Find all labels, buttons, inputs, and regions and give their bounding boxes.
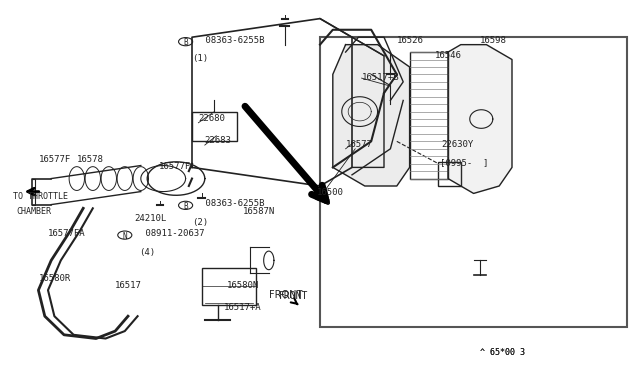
Text: 16577FA: 16577FA	[48, 229, 86, 238]
Text: 08363-6255B: 08363-6255B	[200, 36, 265, 45]
Text: B: B	[183, 202, 188, 211]
Text: TO THROTTLE: TO THROTTLE	[13, 192, 68, 201]
Text: 16580R: 16580R	[38, 274, 70, 283]
Text: FRONT: FRONT	[278, 291, 308, 301]
Text: 16517+A: 16517+A	[224, 304, 262, 312]
Text: 08911-20637: 08911-20637	[140, 229, 204, 238]
Text: 16577: 16577	[346, 140, 372, 149]
Text: FRONT: FRONT	[269, 289, 302, 304]
Polygon shape	[448, 45, 512, 193]
Text: [0995-  ]: [0995- ]	[440, 158, 489, 167]
Text: 16577F: 16577F	[159, 162, 191, 171]
Bar	[320, 37, 627, 327]
Bar	[192, 112, 237, 141]
Text: ^ 65*00 3: ^ 65*00 3	[480, 348, 525, 357]
Bar	[202, 268, 256, 305]
Text: CHAMBER: CHAMBER	[16, 207, 51, 216]
Bar	[410, 52, 448, 179]
Text: B: B	[183, 38, 188, 47]
Text: (4): (4)	[140, 248, 156, 257]
Text: 16517+B: 16517+B	[362, 73, 399, 82]
Text: 24210L: 24210L	[134, 214, 166, 223]
Text: (2): (2)	[192, 218, 208, 227]
Text: 16578: 16578	[77, 155, 104, 164]
Text: N: N	[122, 232, 127, 241]
Text: 16517: 16517	[115, 281, 142, 290]
Polygon shape	[333, 45, 410, 186]
Bar	[438, 162, 461, 186]
Text: 16526: 16526	[397, 36, 424, 45]
Text: 16598: 16598	[480, 36, 507, 45]
Text: 16500: 16500	[317, 188, 344, 197]
Text: 16577F: 16577F	[38, 155, 70, 164]
Text: 16546: 16546	[435, 51, 462, 60]
Text: 16580N: 16580N	[227, 281, 259, 290]
Text: 22683: 22683	[205, 136, 232, 145]
Text: 22630Y: 22630Y	[442, 140, 474, 149]
Text: ^ 65*00 3: ^ 65*00 3	[480, 348, 525, 357]
Text: (1): (1)	[192, 54, 208, 63]
Text: 22680: 22680	[198, 114, 225, 123]
Text: 08363-6255B: 08363-6255B	[200, 199, 265, 208]
Text: 16587N: 16587N	[243, 207, 275, 216]
